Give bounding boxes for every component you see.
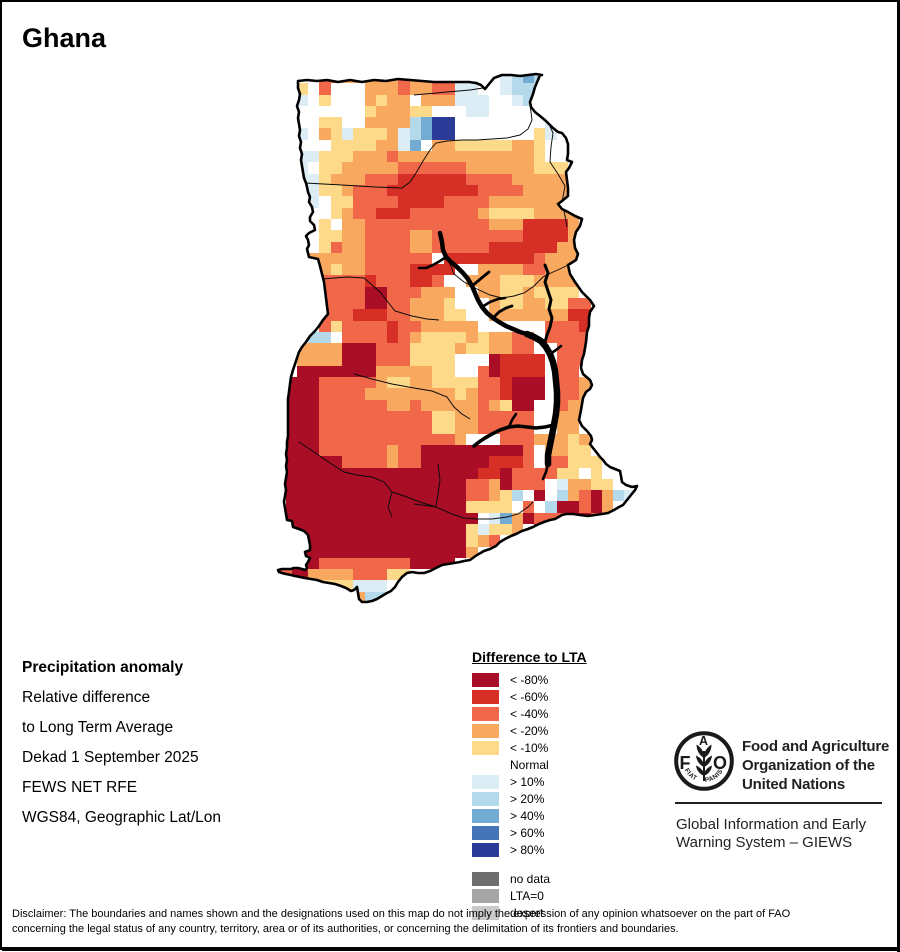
- svg-text:F: F: [680, 753, 691, 773]
- svg-text:A: A: [699, 734, 708, 748]
- svg-text:O: O: [713, 753, 727, 773]
